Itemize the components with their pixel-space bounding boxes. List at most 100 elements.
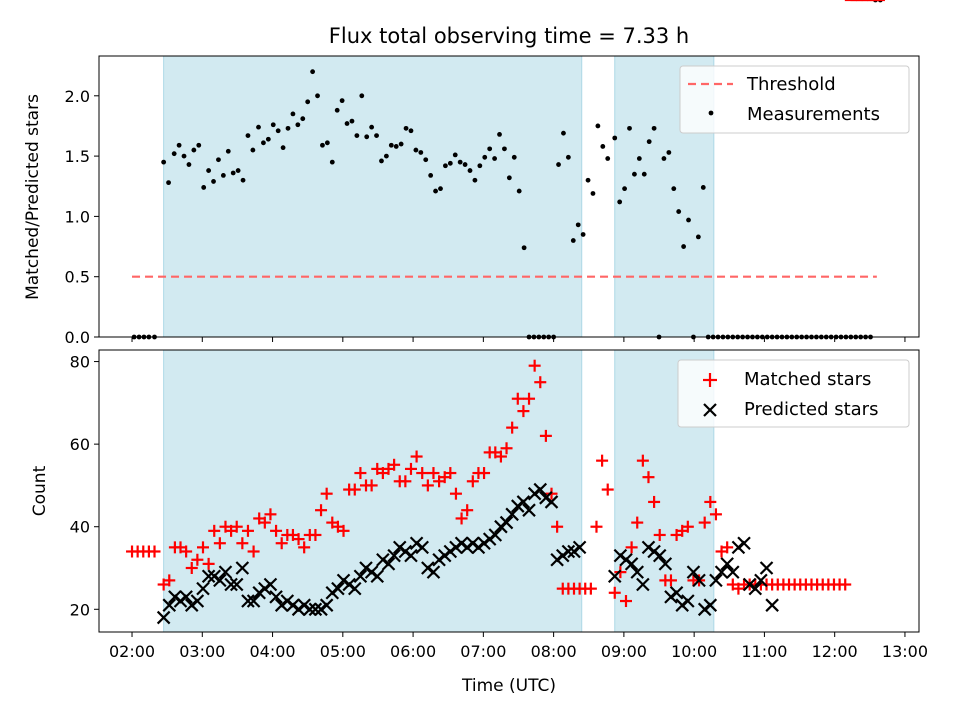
x-tick-label: 09:00 — [601, 642, 647, 661]
legend-measurements-swatch — [708, 110, 714, 116]
predicted-stars-point — [370, 569, 385, 584]
measurements-point — [617, 199, 623, 205]
measurements-point — [275, 128, 281, 134]
predicted-stars-point — [737, 536, 751, 551]
top-legend-box — [679, 65, 910, 134]
measurements-point — [191, 147, 197, 153]
matched-stars-point — [704, 495, 717, 508]
matched-stars-point — [292, 533, 305, 546]
measurements-point — [511, 154, 517, 160]
measurements-point — [472, 177, 478, 183]
measurements-point — [443, 163, 448, 169]
predicted-stars-point — [720, 557, 734, 571]
predicted-stars-point — [522, 503, 536, 517]
matched-stars-point — [444, 467, 457, 480]
measurements-point — [636, 156, 642, 161]
predicted-stars-point — [387, 548, 401, 563]
measurements-point — [671, 186, 677, 192]
matched-stars-point — [309, 528, 322, 541]
matched-stars-point — [241, 524, 254, 537]
predicted-stars-point — [426, 565, 441, 579]
matched-stars-point — [416, 467, 429, 480]
predicted-stars-point — [709, 573, 723, 588]
predicted-stars-point — [692, 573, 706, 588]
predicted-stars-point — [229, 577, 244, 592]
top-axes-frame — [98, 55, 920, 338]
measurements-point — [428, 172, 434, 178]
measurements-point — [413, 147, 419, 153]
matched-stars-point — [601, 483, 614, 496]
measurements-point — [393, 144, 399, 149]
legend-threshold-label: Threshold — [746, 74, 836, 95]
measurements-point — [220, 172, 226, 178]
predicted-stars-point — [759, 561, 774, 575]
x-tick-label: 11:00 — [741, 642, 787, 661]
matched-stars-point — [681, 520, 694, 533]
measurements-point — [600, 144, 606, 149]
measurements-point — [627, 125, 632, 131]
matched-stars-point — [236, 537, 249, 550]
observing-window-0 — [163, 56, 582, 337]
legend-matched-label: Matched stars — [744, 369, 871, 390]
measurements-point — [700, 185, 706, 190]
measurements-point — [320, 142, 325, 148]
predicted-stars-point — [714, 565, 729, 579]
predicted-stars-point — [196, 581, 210, 596]
matched-stars-point — [230, 520, 243, 533]
measurements-point — [497, 131, 502, 137]
matched-stars-point — [180, 545, 193, 558]
matched-stars-point — [631, 516, 644, 529]
measurements-point — [285, 125, 291, 131]
measurements-point — [590, 191, 596, 196]
matched-stars-point — [163, 574, 176, 587]
measurements-point — [349, 118, 355, 124]
matched-stars-point — [404, 462, 417, 475]
measurements-point — [605, 156, 611, 161]
matched-stars-point — [202, 557, 215, 570]
legend-matched-swatch — [703, 373, 717, 387]
measurements-point — [369, 124, 375, 130]
measurements-point — [339, 98, 345, 104]
matched-stars-point — [258, 516, 271, 529]
x-axis-label: Time (UTC) — [461, 676, 556, 696]
bottom-y-axis-label: Count — [30, 465, 50, 516]
matched-stars-point — [320, 487, 333, 500]
measurements-point — [334, 107, 340, 113]
measurements-point — [438, 186, 443, 192]
measurements-point — [556, 162, 561, 167]
matched-stars-point — [596, 454, 609, 467]
matched-stars-point — [642, 471, 655, 484]
measurements-point — [651, 125, 657, 131]
matched-stars-point — [348, 483, 361, 496]
top-x-ticks — [131, 337, 906, 342]
measurements-point — [310, 69, 316, 75]
measurements-point — [418, 150, 424, 155]
count-points — [126, 0, 885, 625]
matched-stars-point — [478, 467, 491, 480]
matched-stars-point — [337, 524, 350, 537]
measurements-point — [433, 188, 438, 194]
measurements-point — [364, 134, 370, 140]
measurements-point — [681, 244, 687, 249]
predicted-stars-point — [703, 598, 718, 612]
y-tick-label: 20 — [70, 600, 90, 619]
predicted-stars-point — [353, 569, 368, 584]
top-observing-windows — [163, 56, 715, 337]
y-tick-label: 0.0 — [65, 328, 90, 347]
predicted-stars-point — [190, 594, 205, 608]
measurements-point — [595, 123, 601, 129]
measurements-point — [196, 142, 202, 148]
measurements-point — [359, 93, 365, 99]
measurements-point — [216, 157, 221, 163]
x-tick-label: 10:00 — [671, 642, 717, 661]
matched-stars-point — [399, 475, 412, 488]
measurements-point — [585, 177, 591, 183]
measurements-point — [492, 156, 497, 161]
predicted-stars-point — [681, 594, 695, 608]
measurements-point — [265, 136, 271, 142]
measurements-point — [482, 154, 488, 160]
measurements-point — [161, 159, 167, 165]
predicted-stars-point — [561, 544, 576, 559]
bottom-x-ticks: 02:00 03:00 04:00 05:00 06:00 07:00 08:00 09:00… — [109, 632, 928, 661]
measurements-point — [295, 122, 301, 128]
